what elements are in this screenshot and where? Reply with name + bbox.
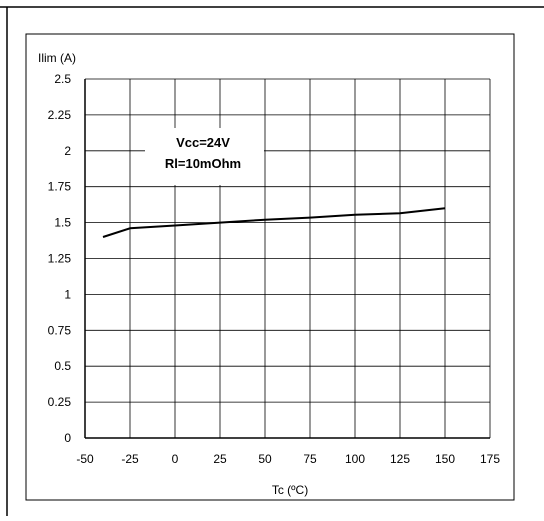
x-tick-label: 150	[435, 452, 455, 466]
x-axis-title: Tc (ºC)	[272, 483, 308, 497]
x-tick-label: 175	[480, 452, 500, 466]
x-tick-label: 0	[172, 452, 179, 466]
grid	[85, 78, 491, 438]
y-tick-label: 1.25	[48, 252, 72, 266]
x-tick-label: 125	[390, 452, 410, 466]
y-tick-label: 0.5	[54, 359, 71, 373]
x-tick-label: -50	[76, 452, 94, 466]
series-line	[102, 207, 446, 238]
y-tick-label: 1	[64, 287, 71, 301]
y-tick-label: 0.25	[48, 395, 72, 409]
x-tick-label: 25	[213, 452, 227, 466]
y-tick-label: 0	[64, 431, 71, 445]
annotation-line-1: Vcc=24V	[176, 135, 230, 150]
chart-box	[25, 33, 515, 501]
x-tick-label: 100	[345, 452, 365, 466]
y-tick-label: 2.5	[54, 72, 71, 86]
y-tick-label: 2	[64, 144, 71, 158]
y-tick-label: 2.25	[48, 108, 72, 122]
x-tick-label: 50	[258, 452, 272, 466]
series-lines	[102, 207, 446, 238]
annotation-line-2: Rl=10mOhm	[165, 156, 241, 171]
x-tick-label: 75	[303, 452, 317, 466]
y-tick-label: 1.75	[48, 180, 72, 194]
x-tick-label: -25	[121, 452, 139, 466]
y-tick-labels: 0 0.25 0.5 0.75 1 1.25 1.5 1.75 2 2.25 2.5	[48, 72, 72, 445]
y-axis-title: Ilim (A)	[38, 51, 76, 65]
y-tick-label: 0.75	[48, 323, 72, 337]
x-tick-labels: -50 -25 0 25 50 75 100 125 150 175	[76, 452, 500, 466]
y-tick-label: 1.5	[54, 216, 71, 230]
annotation-box	[145, 128, 264, 185]
